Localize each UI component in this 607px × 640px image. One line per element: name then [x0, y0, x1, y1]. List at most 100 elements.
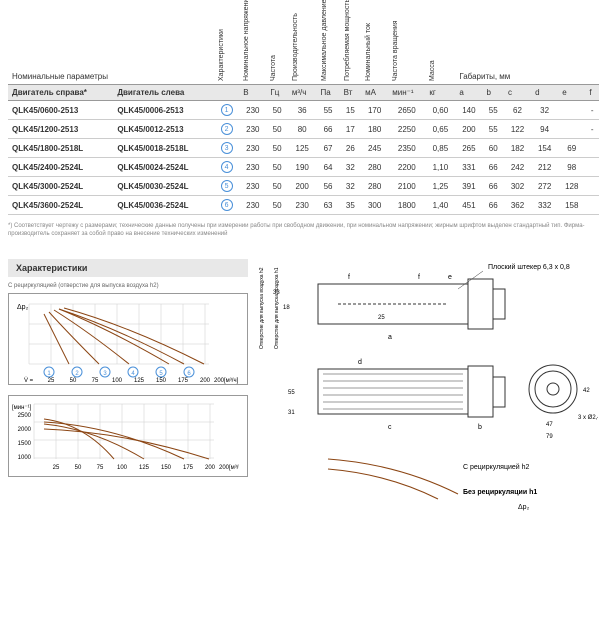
svg-text:Δp₂: Δp₂ — [17, 304, 29, 311]
dim-e: e — [558, 85, 585, 101]
cell-num: 5 — [214, 177, 239, 196]
cell-kg: 1,25 — [425, 177, 455, 196]
cell-perf: 80 — [288, 120, 317, 139]
cell-hz: 50 — [266, 139, 287, 158]
cell-b: 66 — [482, 196, 503, 215]
cell-perf: 200 — [288, 177, 317, 196]
cell-f — [585, 158, 599, 177]
cell-f: - — [585, 120, 599, 139]
svg-text:200[м³/ч]: 200[м³/ч] — [219, 465, 239, 471]
col-characteristics: Характеристики — [218, 11, 225, 81]
svg-text:200: 200 — [200, 378, 211, 384]
cell-perf: 230 — [288, 196, 317, 215]
svg-text:e: e — [448, 274, 452, 281]
svg-text:79: 79 — [546, 434, 553, 440]
specifications-table: Номинальные параметры Характеристики Ном… — [8, 8, 599, 215]
cell-hz: 50 — [266, 196, 287, 215]
svg-text:200: 200 — [205, 465, 216, 471]
unit-perf: м³/ч — [288, 85, 317, 101]
unit-voltage: В — [239, 85, 266, 101]
cell-b: 66 — [482, 158, 503, 177]
cell-b: 66 — [482, 177, 503, 196]
cell-rpm: 2200 — [388, 158, 425, 177]
characteristics-title: Характеристики — [8, 259, 248, 277]
cell-e: 98 — [558, 158, 585, 177]
cell-e — [558, 120, 585, 139]
cell-left: QLK45/0006-2513 — [113, 101, 214, 120]
svg-text:Плоский штекер 6,3 x 0,8: Плоский штекер 6,3 x 0,8 — [488, 263, 570, 271]
svg-text:1500: 1500 — [18, 441, 32, 447]
technical-diagram: Плоский штекер 6,3 x 0,8 33 18 25 a f f … — [258, 259, 599, 521]
svg-text:1000: 1000 — [18, 455, 32, 461]
table-row: QLK45/1200-2513 QLK45/0012-2513 2 230 50… — [8, 120, 599, 139]
cell-c: 62 — [504, 101, 531, 120]
cell-pa: 66 — [317, 120, 340, 139]
cell-ma: 180 — [361, 120, 388, 139]
cell-d: 332 — [531, 196, 558, 215]
svg-text:V̇ =: V̇ = — [24, 377, 34, 384]
cell-rpm: 2650 — [388, 101, 425, 120]
cell-num: 2 — [214, 120, 239, 139]
svg-text:4: 4 — [131, 371, 135, 377]
cell-f — [585, 139, 599, 158]
col-performance: Производительность — [292, 11, 299, 81]
table-row: QLK45/1800-2518L QLK45/0018-2518L 3 230 … — [8, 139, 599, 158]
svg-text:150: 150 — [156, 378, 167, 384]
sub-motor-left: Двигатель слева — [113, 85, 214, 101]
svg-text:75: 75 — [92, 378, 99, 384]
table-title: Номинальные параметры — [8, 8, 214, 85]
cell-num: 6 — [214, 196, 239, 215]
cell-c: 302 — [504, 177, 531, 196]
svg-text:150: 150 — [161, 465, 172, 471]
svg-text:a: a — [388, 334, 392, 341]
cell-d: 154 — [531, 139, 558, 158]
svg-text:3 x Ø2,4: 3 x Ø2,4 — [578, 415, 598, 421]
cell-left: QLK45/0030-2524L — [113, 177, 214, 196]
svg-text:55: 55 — [288, 390, 295, 396]
cell-hz: 50 — [266, 158, 287, 177]
cell-ma: 170 — [361, 101, 388, 120]
svg-text:25: 25 — [378, 315, 385, 321]
cell-right: QLK45/3600-2524L — [8, 196, 113, 215]
cell-v: 230 — [239, 120, 266, 139]
cell-c: 122 — [504, 120, 531, 139]
cell-left: QLK45/0018-2518L — [113, 139, 214, 158]
svg-text:100: 100 — [112, 378, 123, 384]
cell-c: 362 — [504, 196, 531, 215]
cell-ma: 300 — [361, 196, 388, 215]
svg-text:50: 50 — [75, 465, 82, 471]
cell-a: 391 — [455, 177, 482, 196]
unit-freq: Гц — [266, 85, 287, 101]
svg-text:d: d — [358, 359, 362, 366]
cell-rpm: 2250 — [388, 120, 425, 139]
svg-text:3: 3 — [103, 371, 107, 377]
cell-num: 3 — [214, 139, 239, 158]
svg-text:125: 125 — [134, 378, 145, 384]
cell-f — [585, 177, 599, 196]
cell-f — [585, 196, 599, 215]
cell-a: 200 — [455, 120, 482, 139]
cell-c: 182 — [504, 139, 531, 158]
cell-b: 55 — [482, 120, 503, 139]
unit-rotation: мин⁻¹ — [388, 85, 425, 101]
cell-ma: 280 — [361, 158, 388, 177]
cell-d: 272 — [531, 177, 558, 196]
svg-text:1: 1 — [47, 371, 51, 377]
cell-num: 1 — [214, 101, 239, 120]
unit-power: Вт — [340, 85, 361, 101]
cell-kg: 0,85 — [425, 139, 455, 158]
cell-perf: 125 — [288, 139, 317, 158]
svg-text:f: f — [418, 274, 420, 281]
cell-w: 35 — [340, 196, 361, 215]
cell-hz: 50 — [266, 177, 287, 196]
cell-pa: 64 — [317, 158, 340, 177]
cell-num: 4 — [214, 158, 239, 177]
cell-kg: 1,40 — [425, 196, 455, 215]
cell-right: QLK45/2400-2524L — [8, 158, 113, 177]
cell-a: 265 — [455, 139, 482, 158]
col-dimensions: Габариты, мм — [455, 8, 599, 85]
unit-mass: кг — [425, 85, 455, 101]
cell-v: 230 — [239, 158, 266, 177]
table-row: QLK45/3000-2524L QLK45/0030-2524L 5 230 … — [8, 177, 599, 196]
cell-v: 230 — [239, 177, 266, 196]
